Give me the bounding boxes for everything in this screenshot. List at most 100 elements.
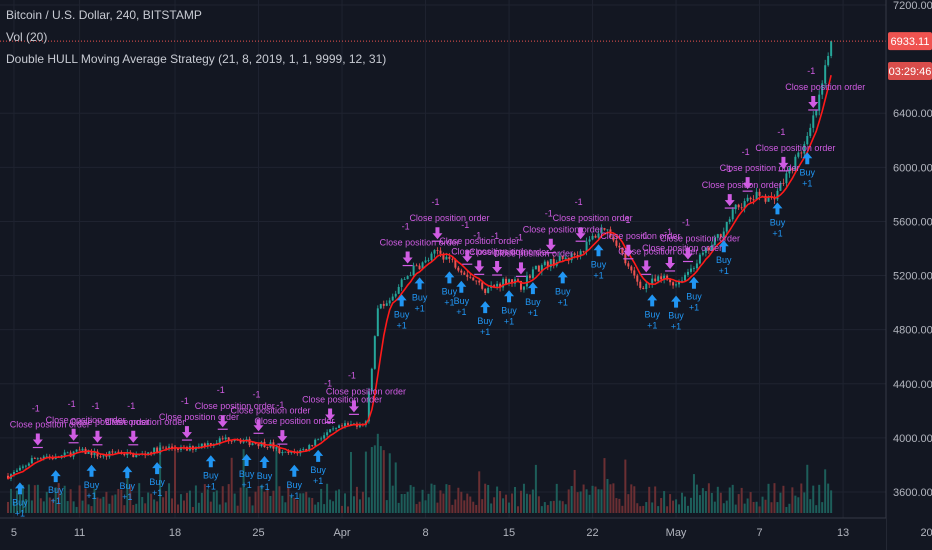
candle-body bbox=[370, 368, 373, 392]
candle-body bbox=[681, 280, 684, 282]
volume-bar bbox=[463, 500, 466, 513]
volume-bar bbox=[606, 478, 609, 513]
candle-body bbox=[18, 467, 21, 471]
volume-bar bbox=[427, 493, 430, 513]
volume-bar bbox=[278, 486, 281, 513]
close-arrow-icon bbox=[402, 251, 413, 264]
volume-bar bbox=[60, 492, 63, 513]
volume-bar bbox=[707, 483, 710, 513]
candle-body bbox=[454, 259, 457, 268]
buy-signal: Buy+1 bbox=[257, 455, 273, 492]
volume-bar bbox=[385, 500, 388, 513]
close-qty-label: -1 bbox=[724, 164, 732, 174]
volume-bar bbox=[379, 446, 382, 513]
candle-body bbox=[740, 207, 743, 209]
candle-body bbox=[75, 449, 78, 452]
volume-bar bbox=[373, 445, 376, 513]
close-position-label: Close position order bbox=[469, 247, 549, 257]
buy-qty-label: +1 bbox=[719, 266, 729, 276]
candle-body bbox=[209, 443, 212, 446]
volume-bar bbox=[248, 496, 251, 513]
candle-body bbox=[197, 446, 200, 448]
volume-bar bbox=[734, 504, 737, 513]
price-axis-background[interactable] bbox=[886, 0, 932, 550]
strategy-legend[interactable]: Double HULL Moving Average Strategy (21,… bbox=[6, 52, 387, 66]
candle-body bbox=[758, 191, 761, 196]
candle-body bbox=[689, 268, 692, 272]
buy-label: Buy bbox=[310, 465, 326, 475]
volume-bar bbox=[242, 449, 245, 513]
candle-body bbox=[728, 219, 731, 222]
candle-body bbox=[93, 451, 96, 456]
close-position-label: Close position order bbox=[254, 416, 334, 426]
volume-bar bbox=[597, 489, 600, 513]
close-arrow-icon bbox=[181, 426, 192, 439]
price-tick-label: 5600.00 bbox=[893, 216, 932, 228]
candle-body bbox=[251, 443, 254, 446]
candle-body bbox=[430, 253, 433, 261]
volume-bar bbox=[144, 503, 147, 513]
volume-bar bbox=[567, 489, 570, 513]
candle-body bbox=[704, 247, 707, 253]
volume-bar bbox=[311, 497, 314, 513]
volume-bar bbox=[612, 483, 615, 513]
volume-bar bbox=[314, 504, 317, 513]
candle-body bbox=[230, 440, 233, 442]
volume-bar bbox=[701, 488, 704, 513]
buy-qty-label: +1 bbox=[313, 476, 323, 486]
close-qty-label: -1 bbox=[515, 232, 523, 242]
hull-moving-average-line bbox=[7, 75, 832, 480]
volume-bar bbox=[519, 490, 522, 513]
candle-body bbox=[385, 303, 388, 306]
volume-bar bbox=[27, 484, 30, 513]
volume-bar bbox=[827, 483, 830, 513]
volume-bar bbox=[767, 483, 770, 513]
volume-legend[interactable]: Vol (20) bbox=[6, 30, 48, 44]
close-signal: Close position order-1 bbox=[642, 227, 722, 272]
close-signal: Close position order-1 bbox=[600, 215, 680, 260]
volume-bar bbox=[296, 499, 299, 513]
close-arrow-icon bbox=[92, 430, 103, 443]
volume-bar bbox=[153, 499, 156, 513]
volume-bar bbox=[367, 497, 370, 513]
volume-bar bbox=[326, 483, 329, 513]
close-position-label: Close position order bbox=[451, 246, 531, 256]
price-axis: 3600.00 4000.00 4400.00 4800.00 5200.00 5600.… bbox=[893, 0, 932, 499]
close-arrow-icon bbox=[682, 247, 693, 260]
buy-label: Buy bbox=[203, 470, 219, 480]
candle-body bbox=[335, 427, 338, 429]
buy-qty-label: +1 bbox=[86, 491, 96, 501]
volume-bar bbox=[737, 494, 740, 513]
volume-bar bbox=[230, 457, 233, 513]
candle-body bbox=[469, 276, 472, 278]
volume-bar bbox=[502, 498, 505, 513]
volume-bar bbox=[731, 484, 734, 513]
candle-body bbox=[710, 244, 713, 251]
close-position-label: Close position order bbox=[618, 246, 698, 256]
candle-body bbox=[433, 250, 436, 254]
candle-body bbox=[257, 443, 260, 447]
volume-bar bbox=[287, 486, 290, 513]
buy-qty-label: +1 bbox=[51, 496, 61, 506]
candle-body bbox=[78, 449, 81, 451]
close-arrow-icon bbox=[474, 260, 485, 273]
candle-body bbox=[734, 204, 737, 210]
close-signal: Close position order-1 bbox=[523, 209, 603, 254]
close-arrow-icon bbox=[724, 194, 735, 207]
close-arrow-icon bbox=[277, 430, 288, 443]
buy-arrow-icon bbox=[671, 295, 682, 308]
time-tick-label: 11 bbox=[74, 527, 85, 539]
candle-body bbox=[30, 458, 33, 464]
close-position-label: Close position order bbox=[326, 386, 406, 396]
time-axis-background[interactable] bbox=[0, 518, 886, 550]
candle-body bbox=[570, 253, 573, 261]
close-signal: Close position order-1 bbox=[230, 389, 311, 434]
candle-body bbox=[686, 271, 689, 275]
close-signal: Close position order -1 bbox=[451, 230, 531, 275]
volume-bar bbox=[132, 504, 135, 513]
buy-qty-label: +1 bbox=[480, 327, 490, 337]
symbol-legend[interactable]: Bitcoin / U.S. Dollar, 240, BITSTAMP bbox=[6, 8, 202, 22]
candle-body bbox=[302, 449, 305, 451]
